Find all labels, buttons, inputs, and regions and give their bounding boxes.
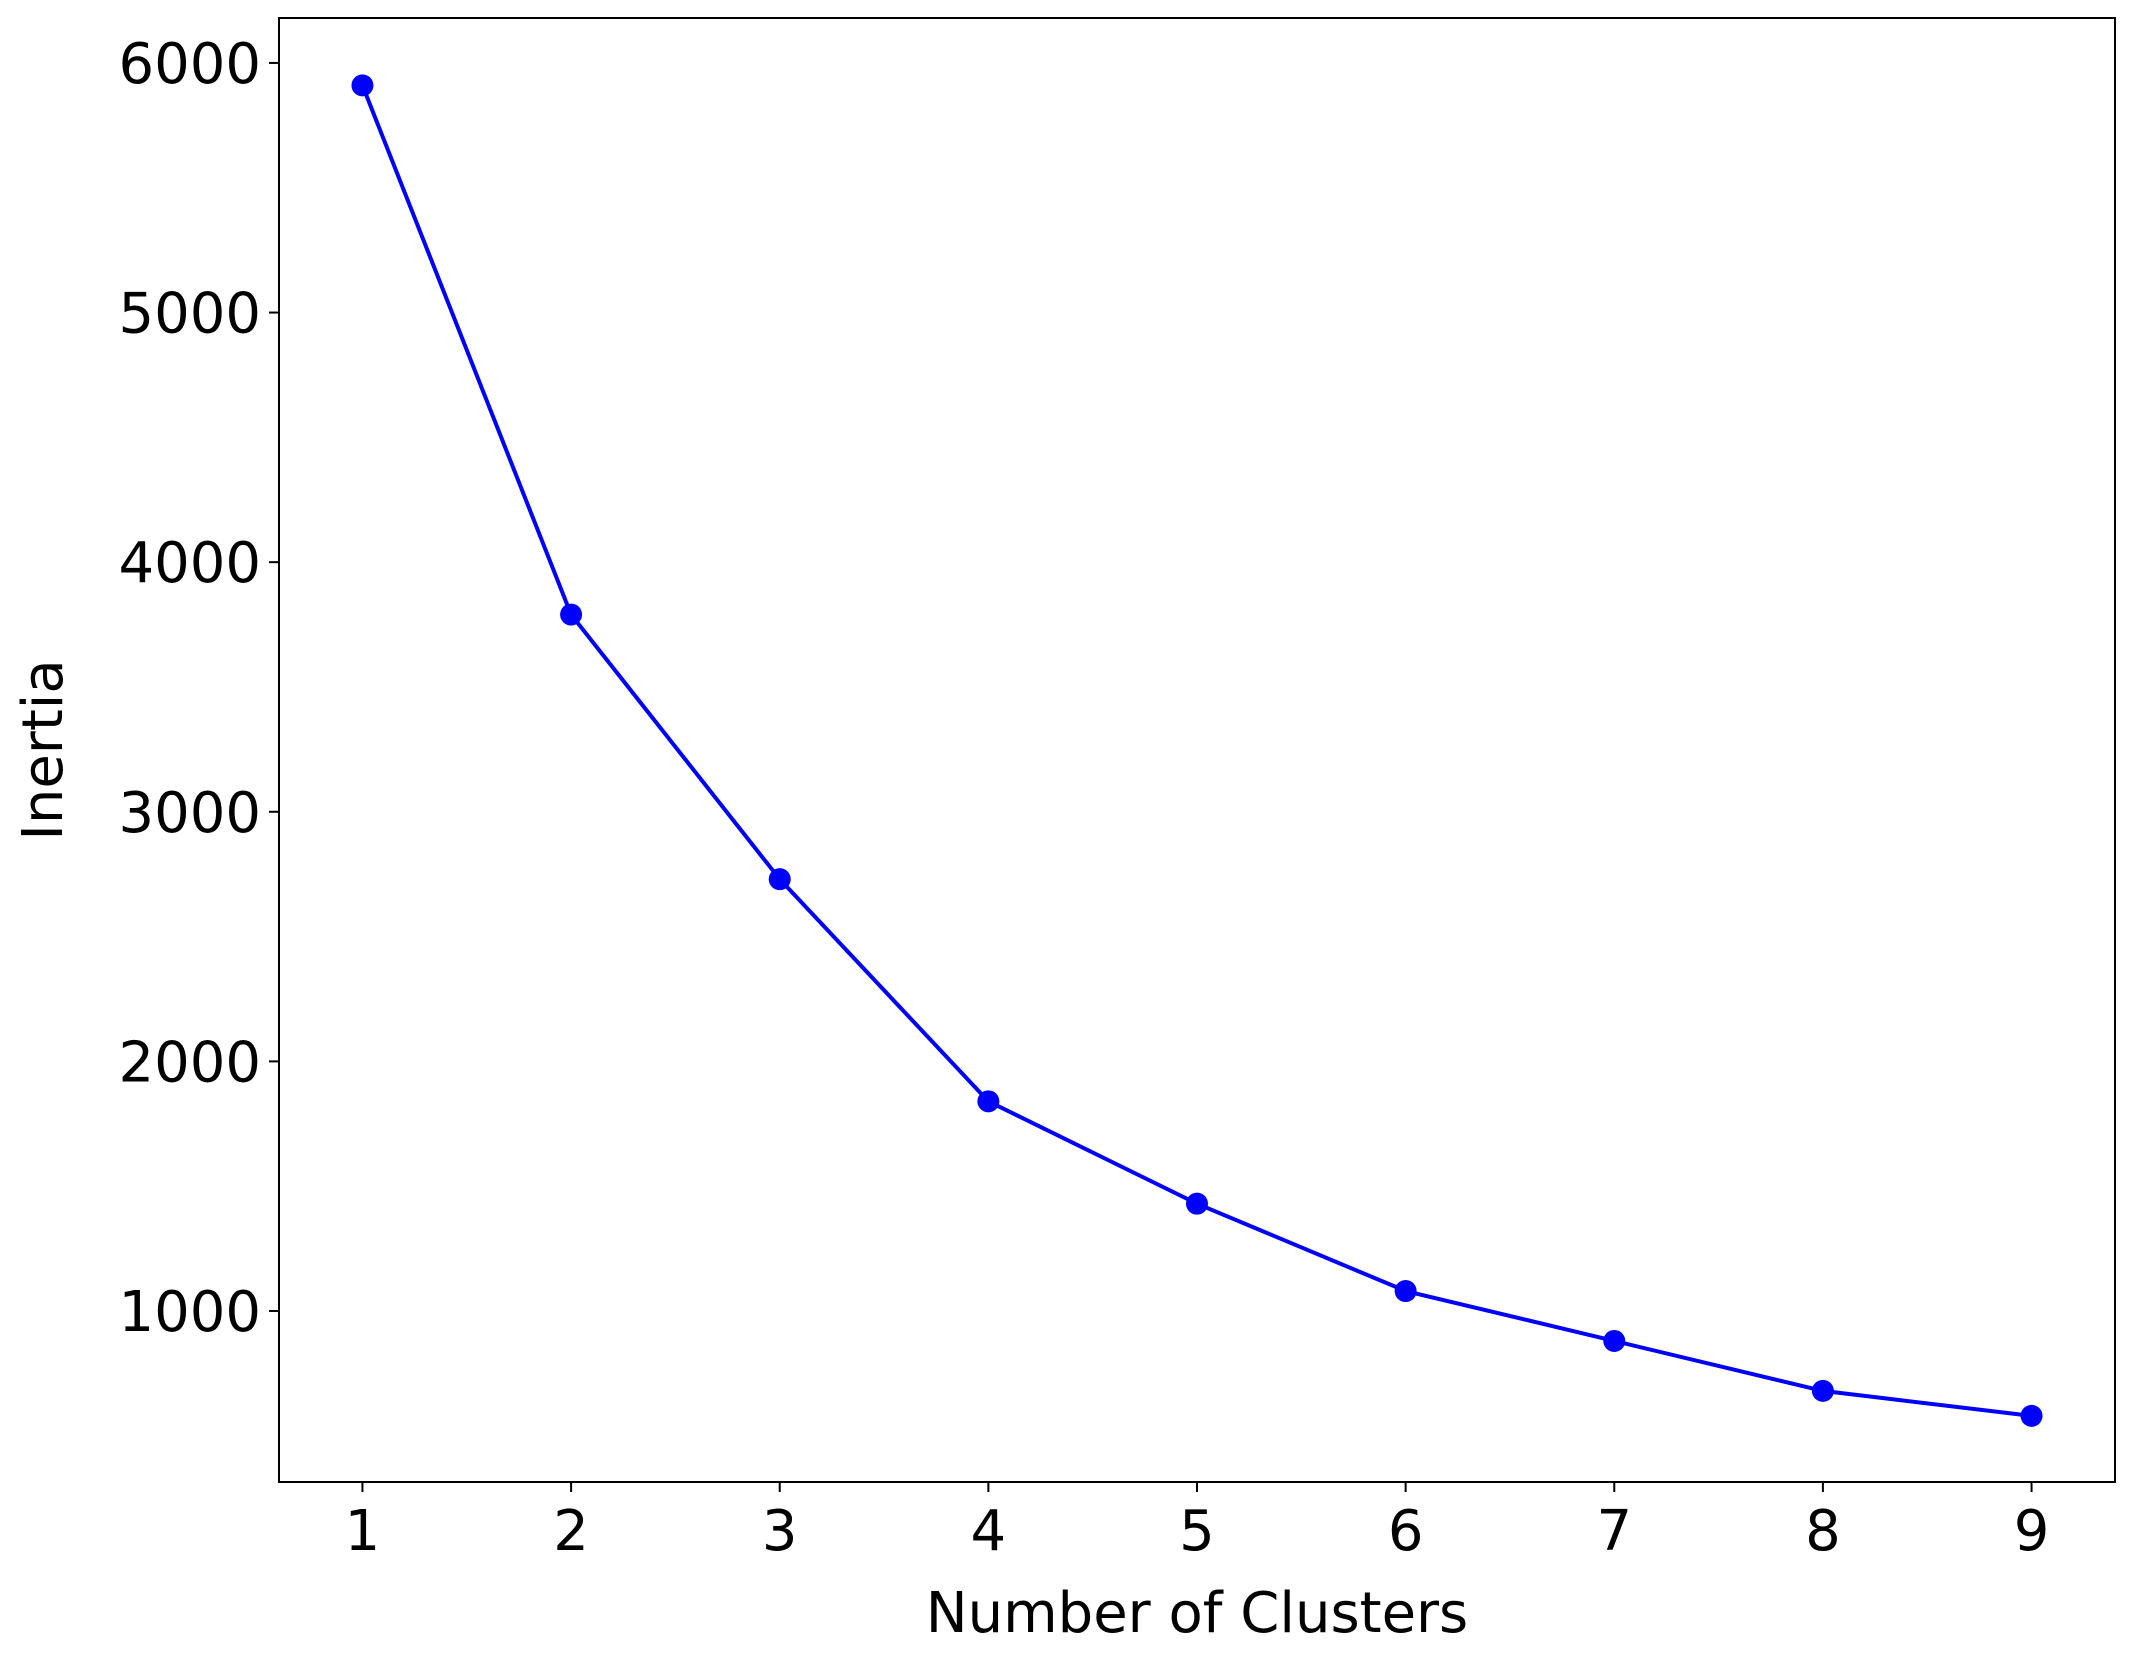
y-tick-label: 2000 <box>118 1030 261 1095</box>
point <box>977 1090 1000 1113</box>
point <box>1603 1329 1626 1352</box>
y-axis-label: Inertia <box>11 659 76 840</box>
y-tick-label: 6000 <box>118 32 261 97</box>
plot-frame <box>278 17 2116 1483</box>
point <box>560 603 583 626</box>
x-axis-label: Number of Clusters <box>926 1581 1468 1646</box>
y-tick-label: 4000 <box>118 531 261 596</box>
point <box>351 74 374 97</box>
point <box>1394 1280 1417 1303</box>
x-tick-label: 4 <box>971 1499 1007 1564</box>
point <box>768 868 791 891</box>
y-tick-label: 1000 <box>118 1280 261 1345</box>
x-tick-label: 2 <box>553 1499 589 1564</box>
x-tick-label: 8 <box>1805 1499 1841 1564</box>
point <box>2020 1404 2043 1427</box>
x-tick-label: 9 <box>2014 1499 2050 1564</box>
point <box>1186 1192 1208 1215</box>
x-tick-label: 6 <box>1388 1499 1424 1564</box>
x-tick-label: 7 <box>1596 1499 1632 1564</box>
point <box>1811 1379 1834 1402</box>
x-tick-label: 3 <box>762 1499 798 1564</box>
x-tick-label: 5 <box>1179 1499 1215 1564</box>
x-tick-label: 1 <box>345 1499 381 1564</box>
line <box>360 84 2032 1418</box>
y-tick-label: 3000 <box>118 781 261 846</box>
y-tick-label: 5000 <box>118 282 261 347</box>
